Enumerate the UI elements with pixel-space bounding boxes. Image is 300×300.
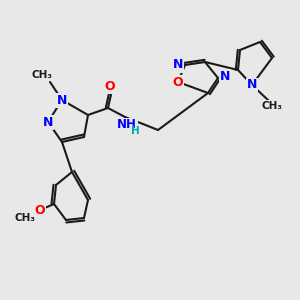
Text: N: N xyxy=(43,116,53,128)
Text: N: N xyxy=(173,58,183,71)
Text: O: O xyxy=(105,80,115,92)
Text: O: O xyxy=(35,203,45,217)
Text: NH: NH xyxy=(117,118,137,131)
Text: N: N xyxy=(57,94,67,106)
Text: O: O xyxy=(173,76,183,88)
Text: CH₃: CH₃ xyxy=(32,70,52,80)
Text: CH₃: CH₃ xyxy=(262,101,283,111)
Text: CH₃: CH₃ xyxy=(14,213,35,223)
Text: N: N xyxy=(247,79,257,92)
Text: N: N xyxy=(220,70,230,83)
Text: H: H xyxy=(130,126,140,136)
